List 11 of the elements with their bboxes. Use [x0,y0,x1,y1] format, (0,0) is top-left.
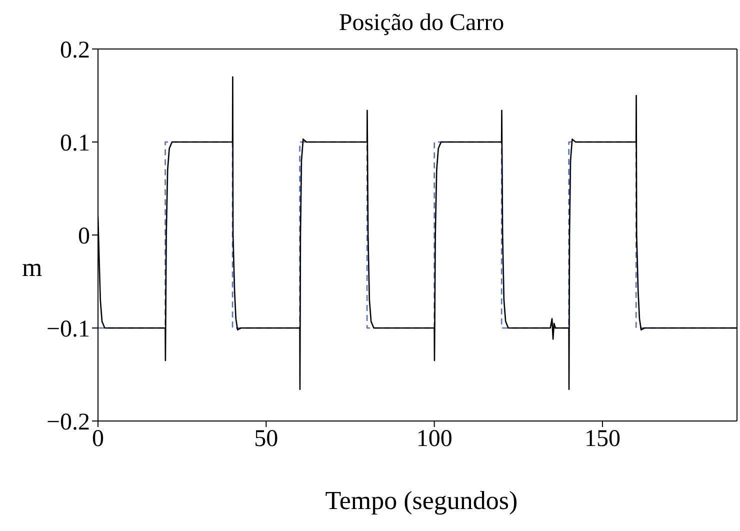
y-axis-title: m [22,253,42,283]
x-tick-label: 150 [584,426,620,452]
y-tick-label: 0 [78,224,90,250]
chart-title: Posição do Carro [338,10,506,37]
x-tick-label: 50 [254,426,278,452]
y-tick-label: −0.2 [46,410,90,436]
x-axis-title: Tempo (segundos) [324,486,519,516]
y-tick-label: −0.1 [46,316,90,343]
x-tick-label: 100 [416,426,452,452]
y-tick-label: 0.1 [60,130,90,157]
y-tick-label: 0.2 [60,38,90,64]
